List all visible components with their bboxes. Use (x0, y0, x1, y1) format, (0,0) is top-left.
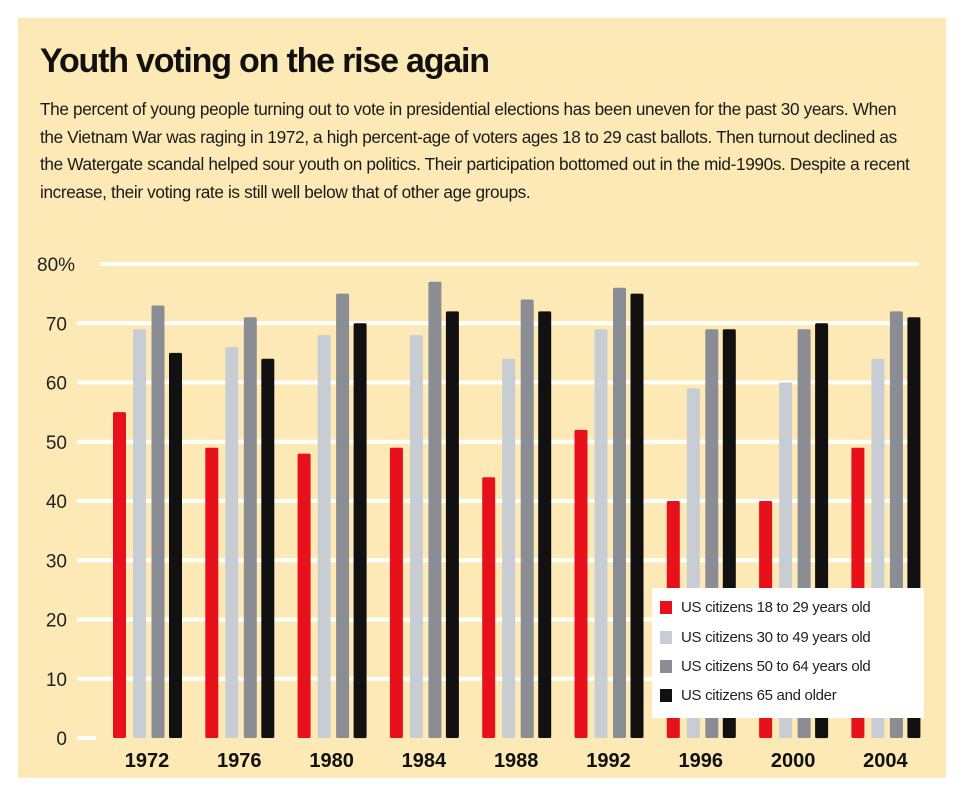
y-tick-label: 0 (56, 729, 67, 750)
bar (520, 299, 534, 738)
legend-label: US citizens 30 to 49 years old (681, 628, 871, 646)
legend-item: US citizens 30 to 49 years old (660, 626, 871, 648)
x-tick-label: 1984 (402, 750, 447, 772)
bar (445, 311, 459, 738)
y-tick-label: 80% (37, 255, 75, 276)
bar (428, 281, 442, 738)
bar (482, 477, 496, 738)
bar (317, 335, 331, 738)
bar (409, 335, 423, 738)
x-tick-label: 1992 (586, 750, 631, 772)
chart-title: Youth voting on the rise again (40, 42, 490, 80)
x-tick-label: 1980 (309, 750, 354, 772)
bar (574, 429, 588, 738)
y-tick-label: 40 (46, 492, 67, 513)
legend-item: US citizens 65 and older (660, 684, 837, 706)
bar (261, 358, 275, 738)
x-tick-label: 1988 (494, 750, 539, 772)
y-tick-label: 30 (46, 551, 67, 572)
bar (225, 347, 239, 738)
x-axis-ticks: 1972 1976 1980 1984 1988 1992 1996 2000 2004 (125, 750, 909, 772)
bar (113, 412, 126, 738)
bar (151, 305, 165, 738)
legend-swatch (660, 630, 672, 644)
legend: US citizens 18 to 29 years old US citize… (652, 588, 924, 718)
x-tick-label: 1996 (679, 750, 724, 772)
bar (297, 453, 311, 738)
bar (594, 329, 608, 738)
legend-swatch (660, 688, 672, 702)
x-tick-label: 1976 (217, 750, 262, 772)
bar (133, 329, 146, 738)
bar (353, 323, 367, 739)
bar (613, 287, 626, 738)
legend-label: US citizens 18 to 29 years old (681, 598, 871, 616)
bar (502, 358, 516, 738)
legend-swatch (660, 659, 672, 673)
y-axis-ticks: 0 10 20 30 40 50 60 70 80% (37, 255, 75, 750)
bar (336, 293, 350, 738)
bar (389, 447, 403, 738)
legend-label: US citizens 50 to 64 years old (681, 657, 871, 675)
y-tick-label: 50 (46, 433, 67, 454)
y-tick-label: 60 (46, 374, 67, 395)
y-tick-label: 70 (46, 314, 67, 335)
legend-item: US citizens 50 to 64 years old (660, 655, 871, 677)
legend-label: US citizens 65 and older (681, 686, 837, 704)
bar (630, 293, 644, 738)
bar (205, 447, 219, 738)
x-tick-label: 2004 (863, 750, 908, 772)
chart-description: The percent of young people turning out … (40, 99, 910, 202)
y-tick-label: 20 (46, 611, 67, 632)
legend-item: US citizens 18 to 29 years old (660, 596, 871, 618)
bar (538, 311, 552, 738)
x-tick-label: 2000 (771, 750, 816, 772)
y-tick-label: 10 (46, 670, 67, 691)
bar (243, 317, 257, 738)
x-tick-label: 1972 (125, 750, 170, 772)
legend-swatch (660, 600, 672, 614)
bar (169, 352, 182, 738)
